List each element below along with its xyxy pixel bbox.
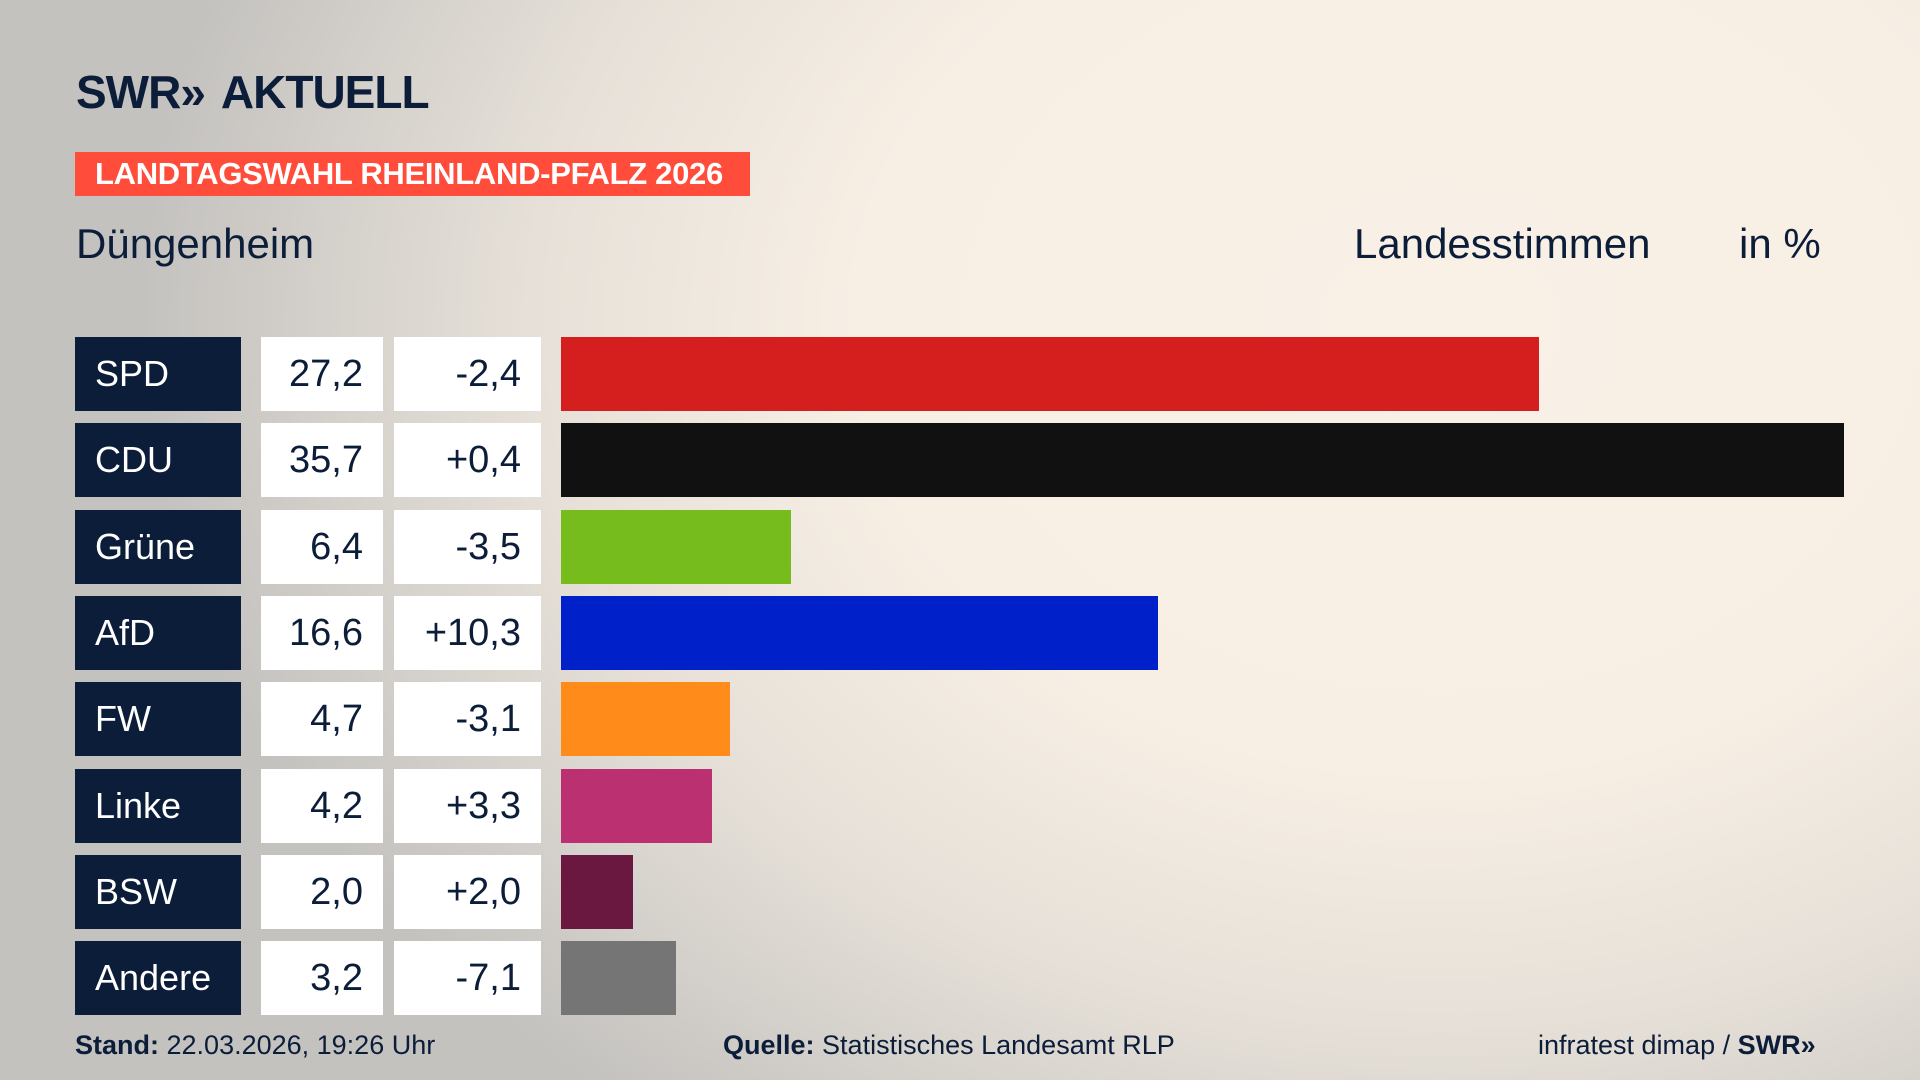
vote-share: 4,2 xyxy=(261,768,383,843)
vote-change: -3,1 xyxy=(394,682,541,757)
vote-change: -7,1 xyxy=(394,941,541,1016)
vote-share: 3,2 xyxy=(261,941,383,1016)
swr-small-logo: SWR» xyxy=(1737,1030,1816,1060)
stand-label: Stand: xyxy=(75,1030,159,1060)
source: Quelle: Statistisches Landesamt RLP xyxy=(723,1030,1175,1061)
vote-change: +2,0 xyxy=(394,854,541,929)
vote-type-label: Landesstimmen xyxy=(1354,220,1651,267)
unit-label: in % xyxy=(1739,220,1821,267)
bar-fw xyxy=(561,682,730,757)
result-row-linke: Linke 4,2 +3,3 xyxy=(0,768,1920,843)
result-row-grüne: Grüne 6,4 -3,5 xyxy=(0,509,1920,584)
party-label: Linke xyxy=(75,768,241,843)
vote-share: 16,6 xyxy=(261,595,383,670)
result-row-fw: FW 4,7 -3,1 xyxy=(0,682,1920,757)
place-title: Düngenheim xyxy=(76,220,315,267)
election-banner: LANDTAGSWAHL RHEINLAND-PFALZ 2026 xyxy=(75,152,750,196)
source-value: Statistisches Landesamt RLP xyxy=(822,1030,1175,1060)
logo-aktuell: AKTUELL xyxy=(220,66,430,118)
result-row-andere: Andere 3,2 -7,1 xyxy=(0,941,1920,1016)
logo-arrows-icon: » xyxy=(180,66,206,118)
vote-share: 2,0 xyxy=(261,854,383,929)
result-row-cdu: CDU 35,7 +0,4 xyxy=(0,423,1920,498)
party-label: AfD xyxy=(75,595,241,670)
swr-aktuell-logo: SWR » AKTUELL xyxy=(76,66,430,118)
bar-spd xyxy=(561,337,1539,411)
vote-change: -3,5 xyxy=(394,509,541,584)
stand-value: 22.03.2026, 19:26 Uhr xyxy=(166,1030,436,1060)
result-row-bsw: BSW 2,0 +2,0 xyxy=(0,854,1920,929)
party-label: SPD xyxy=(75,337,241,411)
party-label: CDU xyxy=(75,423,241,498)
bar-grüne xyxy=(561,509,791,584)
bar-afd xyxy=(561,595,1158,670)
credit: infratest dimap / SWR» xyxy=(1538,1030,1816,1061)
vote-change: +0,4 xyxy=(394,423,541,498)
party-label: FW xyxy=(75,682,241,757)
vote-change: +10,3 xyxy=(394,595,541,670)
timestamp: Stand: 22.03.2026, 19:26 Uhr xyxy=(75,1030,435,1061)
vote-share: 4,7 xyxy=(261,682,383,757)
party-label: Andere xyxy=(75,941,241,1016)
vote-share: 27,2 xyxy=(261,337,383,411)
bar-bsw xyxy=(561,854,633,929)
vote-change: -2,4 xyxy=(394,337,541,411)
logo-swr: SWR xyxy=(76,66,181,118)
bar-cdu xyxy=(561,423,1844,498)
party-label: Grüne xyxy=(75,509,241,584)
credit-text: infratest dimap / xyxy=(1538,1030,1731,1060)
result-row-afd: AfD 16,6 +10,3 xyxy=(0,595,1920,670)
source-label: Quelle: xyxy=(723,1030,815,1060)
party-label: BSW xyxy=(75,854,241,929)
vote-share: 6,4 xyxy=(261,509,383,584)
vote-share: 35,7 xyxy=(261,423,383,498)
bar-andere xyxy=(561,941,676,1016)
bar-linke xyxy=(561,768,712,843)
vote-change: +3,3 xyxy=(394,768,541,843)
result-row-spd: SPD 27,2 -2,4 xyxy=(0,337,1920,411)
